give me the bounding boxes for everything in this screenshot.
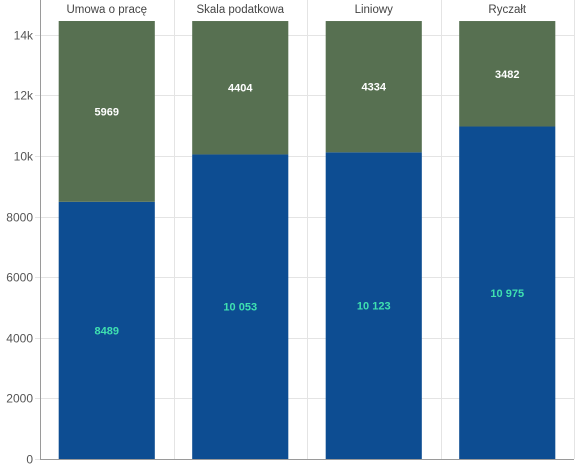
- data-labels: 8489 5969 10 053 4404 10 123 4334 10 975 3482: [95, 69, 525, 338]
- category-label: Ryczałt: [488, 4, 527, 16]
- y-tick-label: 4000: [6, 332, 33, 346]
- bar-segment: [325, 21, 422, 153]
- data-label: 4334: [362, 82, 387, 94]
- y-tick-label: 12k: [14, 89, 34, 103]
- bar-segment: [58, 21, 155, 202]
- y-axis: 0 2000 4000 6000 8000 10k 12k 14k: [6, 29, 34, 466]
- bar-segment: [459, 126, 556, 460]
- y-tick-label: 2000: [6, 392, 33, 406]
- data-label: 10 975: [490, 288, 524, 300]
- y-tick-label: 8000: [6, 211, 33, 225]
- data-label: 8489: [95, 325, 119, 337]
- category-label: Umowa o pracę: [66, 4, 147, 16]
- data-label: 10 123: [357, 301, 391, 313]
- data-label: 10 053: [223, 302, 257, 314]
- bar-segment: [325, 152, 422, 460]
- data-label: 3482: [495, 69, 519, 81]
- category-label: Skala podatkowa: [196, 4, 284, 16]
- bar-segment: [192, 21, 289, 155]
- y-tick-label: 14k: [14, 29, 34, 43]
- y-tick-label: 0: [26, 453, 33, 466]
- y-tick-label: 10k: [14, 150, 34, 164]
- bar-segment: [58, 201, 155, 460]
- bar-segment: [459, 21, 556, 127]
- data-label: 4404: [228, 83, 253, 95]
- bars: [58, 21, 556, 460]
- y-tick-label: 6000: [6, 271, 33, 285]
- x-axis: Umowa o pracę Skala podatkowa Liniowy Rycza…: [66, 4, 526, 16]
- bar-segment: [192, 154, 289, 459]
- data-label: 5969: [95, 106, 119, 118]
- category-label: Liniowy: [355, 4, 394, 16]
